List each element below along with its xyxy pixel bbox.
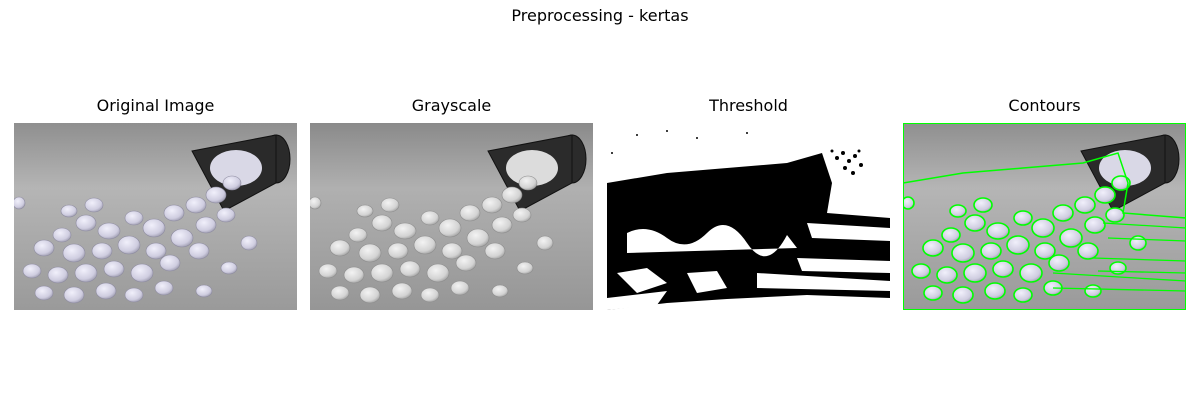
- threshold-image: [607, 123, 890, 310]
- panel-threshold: Threshold: [607, 96, 890, 310]
- panel-original-image: Original Image: [14, 96, 297, 310]
- panel-title: Original Image: [96, 96, 215, 115]
- panel-title: Contours: [1008, 96, 1081, 115]
- figure-title: Preprocessing - kertas: [511, 6, 689, 25]
- panel-title: Threshold: [709, 96, 788, 115]
- grayscale-image: [310, 123, 593, 310]
- panel-contours: Contours: [903, 96, 1186, 310]
- panel-title: Grayscale: [411, 96, 492, 115]
- panel-grayscale: Grayscale: [310, 96, 593, 310]
- original-image: [14, 123, 297, 310]
- contours-image: [903, 123, 1186, 310]
